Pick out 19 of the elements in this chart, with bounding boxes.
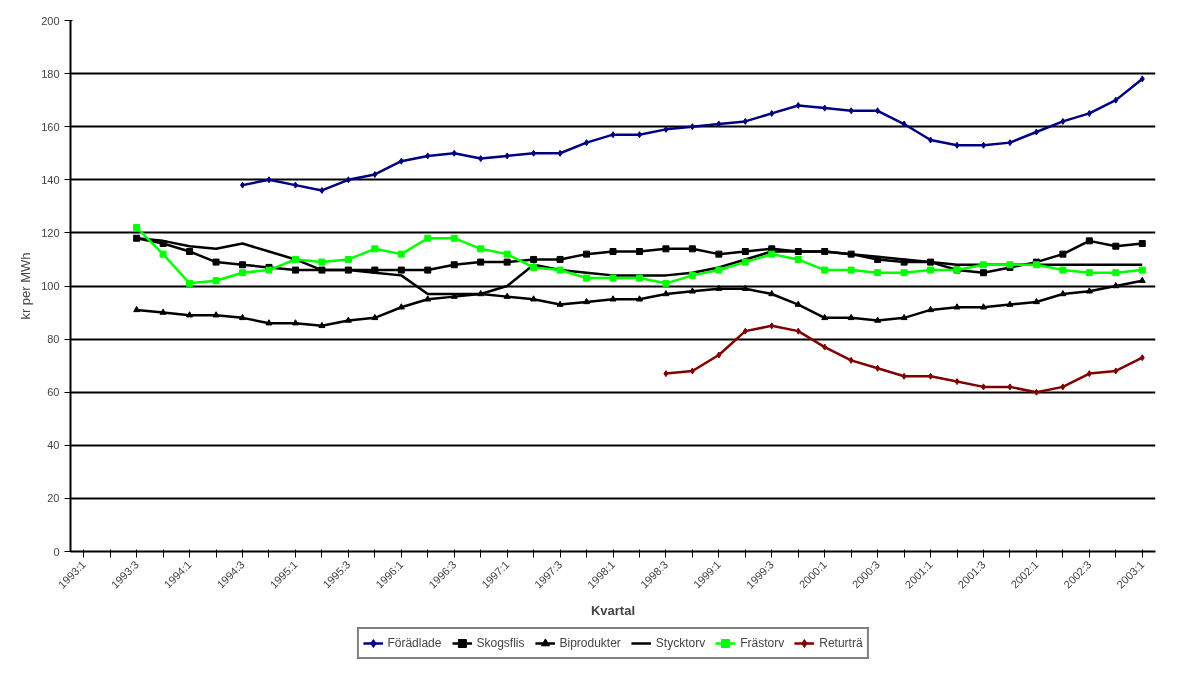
- y-axis-title: kr per MWh: [18, 252, 34, 320]
- legend-label: Stycktorv: [655, 635, 706, 650]
- x-axis-title: Kvartal: [590, 602, 636, 618]
- legend-label: Returträ: [819, 635, 863, 650]
- y-tick-label: 80: [47, 333, 60, 346]
- y-tick-label: 20: [47, 492, 60, 505]
- y-tick-label: 0: [53, 545, 60, 558]
- legend-label: Förädlade: [387, 635, 442, 650]
- y-tick-label: 200: [41, 14, 60, 27]
- legend-label: Frästorv: [740, 635, 785, 650]
- y-tick-label: 140: [41, 173, 60, 186]
- y-tick-label: 160: [41, 120, 60, 133]
- legend-label: Skogsflis: [476, 635, 525, 650]
- y-tick-label: 120: [41, 226, 60, 239]
- y-tick-label: 180: [41, 67, 60, 80]
- y-tick-label: 60: [47, 386, 60, 399]
- legend-label: Biprodukter: [559, 635, 621, 650]
- y-tick-label: 100: [41, 280, 60, 292]
- y-tick-label: 40: [47, 439, 60, 452]
